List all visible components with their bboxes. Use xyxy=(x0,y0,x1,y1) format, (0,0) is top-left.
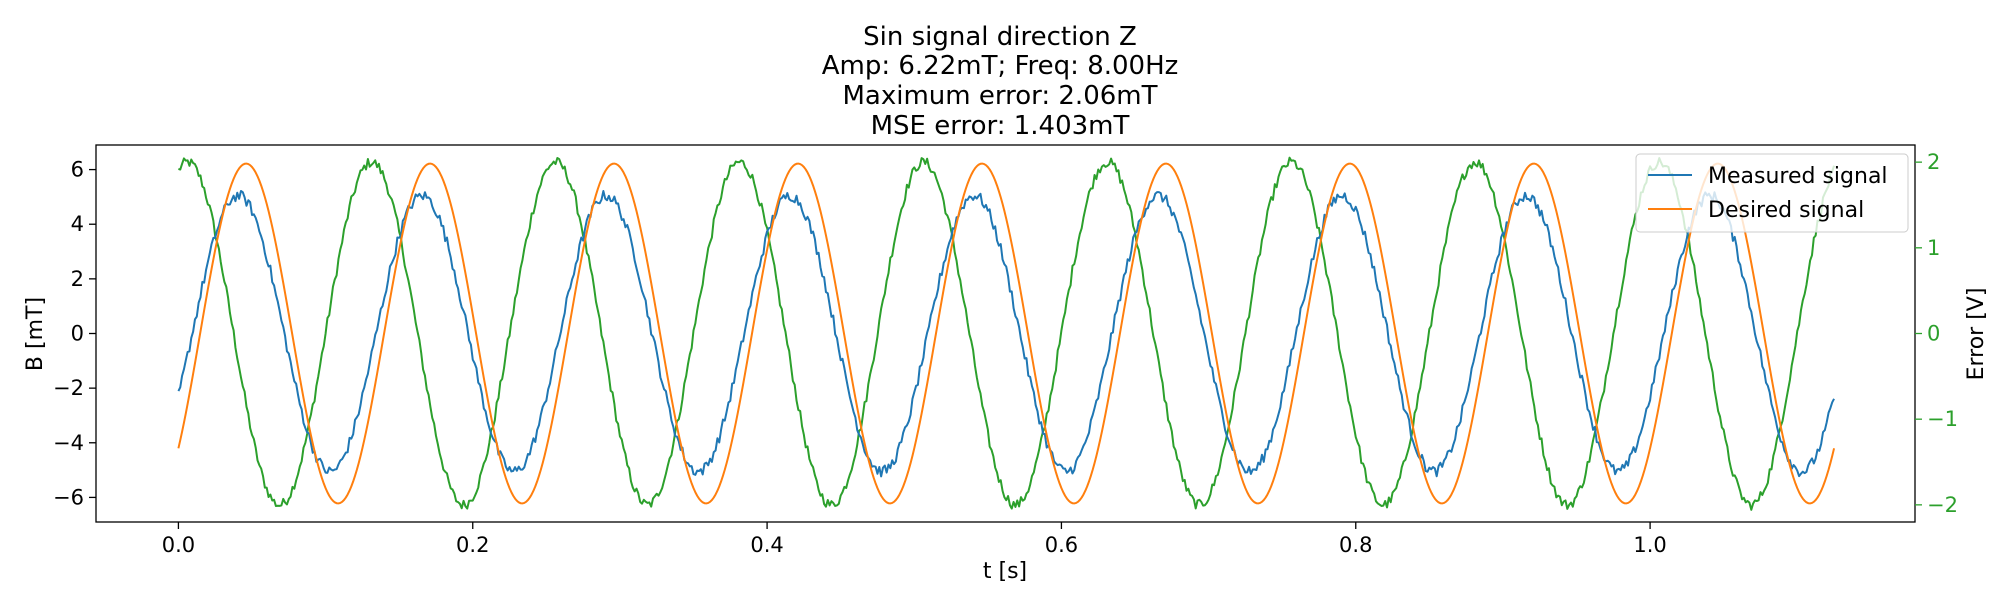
x-axis: 0.0 0.2 0.4 0.6 0.8 1.0 xyxy=(162,522,1667,557)
y2-tick-label: 2 xyxy=(1927,150,1940,174)
series-line-desired-signal xyxy=(177,162,1836,505)
y-tick-label: −6 xyxy=(53,485,84,509)
y-tick-label: 6 xyxy=(71,158,84,182)
y-axis-right: −2 −1 0 1 2 xyxy=(1915,150,1958,517)
y-axis-label: B [mT] xyxy=(23,297,48,371)
x-tick-label: 0.0 xyxy=(162,533,195,557)
legend-label-desired: Desired signal xyxy=(1708,198,1864,223)
x-tick-label: 0.8 xyxy=(1339,533,1372,557)
y2-tick-label: −2 xyxy=(1927,493,1958,517)
legend: Measured signal Desired signal xyxy=(1635,153,1909,233)
x-tick-label: 1.0 xyxy=(1633,533,1666,557)
y-tick-label: −4 xyxy=(53,431,84,455)
y2-tick-label: −1 xyxy=(1927,407,1958,431)
y2-tick-label: 0 xyxy=(1927,322,1940,346)
title-line-3: Maximum error: 2.06mT xyxy=(843,81,1158,111)
y-tick-label: 0 xyxy=(71,322,84,346)
x-tick-label: 0.6 xyxy=(1045,533,1078,557)
title-line-2: Amp: 6.22mT; Freq: 8.00Hz xyxy=(822,51,1179,81)
y-tick-label: −2 xyxy=(53,376,84,400)
y-tick-label: 4 xyxy=(71,212,84,236)
title-line-4: MSE error: 1.403mT xyxy=(871,111,1130,141)
y2-tick-label: 1 xyxy=(1927,236,1940,260)
series-layer xyxy=(177,156,1836,511)
x-tick-label: 0.2 xyxy=(456,533,489,557)
x-axis-label: t [s] xyxy=(983,559,1027,584)
y2-axis-label: Error [V] xyxy=(1964,288,1989,381)
title-line-1: Sin signal direction Z xyxy=(863,22,1137,52)
y-tick-label: 2 xyxy=(71,267,84,291)
series-line-error xyxy=(178,156,1836,511)
chart-title: Sin signal direction Z Amp: 6.22mT; Freq… xyxy=(822,22,1179,141)
legend-box xyxy=(1635,153,1909,233)
x-tick-label: 0.4 xyxy=(750,533,783,557)
y-axis-left: −6 −4 −2 0 2 4 6 xyxy=(53,158,96,509)
legend-label-measured: Measured signal xyxy=(1708,164,1888,189)
series-line-measured-signal xyxy=(177,189,1835,478)
